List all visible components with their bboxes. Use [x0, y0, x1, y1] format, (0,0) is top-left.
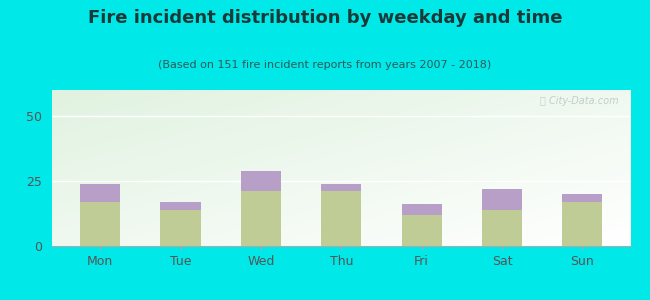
Bar: [240, 171, 281, 191]
Text: Fire incident distribution by weekday and time: Fire incident distribution by weekday an…: [88, 9, 562, 27]
Bar: [80, 184, 120, 202]
Bar: [80, 202, 120, 246]
Bar: [321, 184, 361, 191]
Bar: [482, 210, 522, 246]
Bar: [562, 202, 603, 246]
Bar: [402, 204, 442, 215]
Bar: [562, 194, 603, 202]
Bar: [161, 202, 201, 210]
Bar: [402, 215, 442, 246]
Bar: [321, 191, 361, 246]
Bar: [482, 189, 522, 210]
Bar: [161, 210, 201, 246]
Bar: [240, 191, 281, 246]
Text: Ⓢ City-Data.com: Ⓢ City-Data.com: [540, 96, 619, 106]
Legend: AM, PM: AM, PM: [295, 296, 387, 300]
Text: (Based on 151 fire incident reports from years 2007 - 2018): (Based on 151 fire incident reports from…: [159, 60, 491, 70]
